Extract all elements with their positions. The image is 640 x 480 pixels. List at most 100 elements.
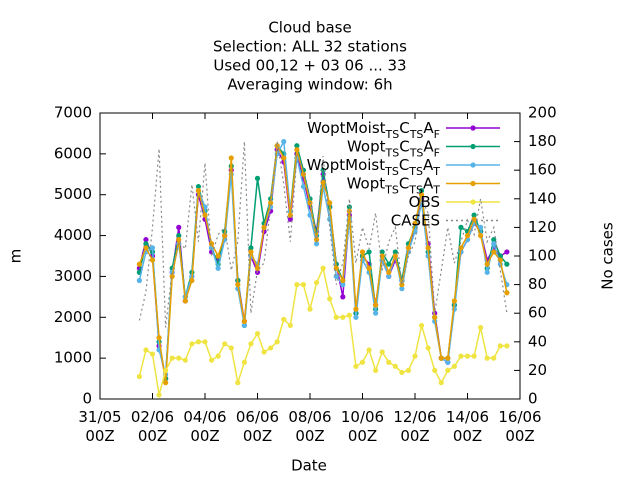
y2-tick-label: 160 — [528, 161, 557, 179]
series-point — [386, 359, 392, 365]
series-point — [504, 261, 510, 267]
x-tick-label: 12/06 00Z — [393, 408, 436, 445]
series-point — [307, 200, 313, 206]
series-point — [405, 367, 412, 373]
series-point — [327, 200, 333, 206]
series-point — [163, 380, 169, 386]
series-point — [484, 269, 490, 275]
chart-subtitle: Selection: ALL 32 stations — [213, 38, 407, 56]
legend-marker — [470, 143, 476, 150]
series-point — [359, 359, 366, 365]
series-point — [379, 249, 385, 255]
series-point — [491, 237, 497, 243]
y2-tick-label: 180 — [528, 132, 557, 150]
series-point — [491, 355, 497, 361]
y-tick-label: 6000 — [54, 144, 92, 162]
series-point — [438, 355, 444, 361]
series-point — [451, 298, 457, 304]
series-point — [340, 314, 346, 320]
y2-tick-label: 60 — [528, 304, 547, 322]
series-point — [176, 232, 182, 239]
series-point — [268, 345, 274, 351]
y2-tick-label: 80 — [528, 275, 547, 293]
series-point — [300, 171, 307, 177]
y2-tick-label: 140 — [528, 189, 557, 207]
series-point — [504, 343, 510, 349]
series-point — [136, 261, 142, 267]
series-point — [340, 294, 346, 300]
series-point — [327, 296, 333, 302]
y2-tick-label: 200 — [528, 104, 557, 122]
series-point — [366, 347, 372, 353]
y-tick-label: 2000 — [54, 308, 92, 326]
legend-label: WoptMoistTSCTSAT — [307, 156, 441, 178]
series-point — [294, 143, 300, 149]
y-tick-label: 5000 — [54, 185, 92, 203]
series-point — [464, 232, 471, 239]
series-point — [248, 245, 254, 251]
series-point — [176, 224, 182, 230]
series-point — [471, 353, 477, 359]
series-point — [504, 249, 510, 255]
series-point — [136, 373, 142, 380]
series-point — [373, 367, 379, 373]
series-point — [412, 220, 418, 226]
x-tick-label: 31/05 00Z — [78, 408, 121, 445]
series-point — [241, 359, 247, 365]
series-point — [228, 155, 234, 161]
series-point — [320, 179, 326, 186]
series-point — [156, 392, 162, 398]
series-point — [202, 339, 208, 345]
series-point — [136, 277, 142, 284]
y2-tick-label: 20 — [528, 361, 547, 379]
series-point — [445, 355, 451, 361]
series-point — [281, 155, 287, 161]
series-point — [418, 188, 425, 194]
series-point — [313, 237, 320, 243]
series-point — [143, 237, 149, 243]
series-point — [176, 237, 182, 243]
legend-label: WoptTSCTSAF — [347, 137, 440, 159]
series-point — [281, 316, 287, 322]
chart-subtitle: Averaging window: 6h — [227, 76, 392, 94]
series-point — [458, 245, 464, 251]
series-point — [478, 232, 484, 239]
series-point — [182, 298, 188, 304]
legend-label: WoptTSCTSAT — [347, 174, 441, 196]
series-point — [195, 339, 202, 345]
series-point — [451, 363, 457, 369]
series-point — [208, 357, 215, 363]
series-point — [222, 232, 228, 239]
series-point — [392, 249, 398, 255]
series-point — [208, 241, 215, 247]
series-point — [399, 286, 405, 292]
legend-marker — [470, 125, 476, 131]
series-point — [156, 335, 162, 341]
series-point — [294, 147, 300, 153]
series-point — [149, 351, 156, 357]
y2-tick-label: 120 — [528, 218, 557, 236]
legend-label: OBS — [409, 193, 440, 211]
legend-marker — [470, 162, 476, 168]
series-point — [149, 245, 156, 251]
y2-tick-label: 100 — [528, 247, 557, 265]
series-point — [405, 245, 412, 251]
series-point — [333, 314, 339, 320]
series-point — [340, 282, 346, 288]
series-point — [222, 341, 228, 347]
x-tick-label: 16/06 00Z — [498, 408, 541, 445]
y2-tick-label: 40 — [528, 332, 547, 350]
series-point — [497, 343, 503, 349]
x-tick-label: 10/06 00Z — [341, 408, 384, 445]
series-point — [169, 355, 175, 361]
legend-marker — [470, 180, 476, 187]
series-point — [248, 249, 254, 255]
series-point — [281, 139, 287, 145]
y-tick-label: 1000 — [54, 349, 92, 367]
x-axis-label: Date — [291, 457, 327, 475]
series-point — [215, 253, 221, 259]
y-tick-label: 7000 — [54, 104, 92, 122]
series-point — [254, 331, 261, 337]
series-point — [261, 224, 267, 230]
